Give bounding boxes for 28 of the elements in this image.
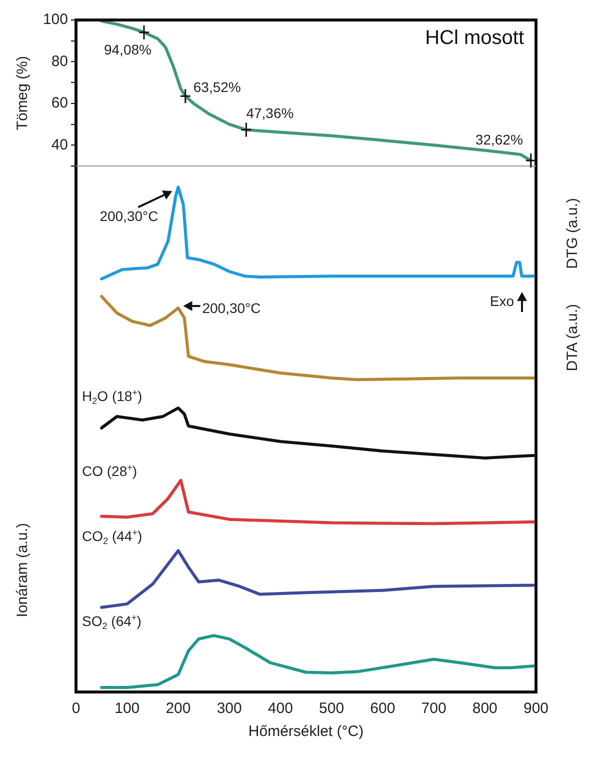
annotation: 200,30°C	[202, 300, 261, 316]
text: CO (28+)	[82, 462, 138, 479]
annotation: 32,62%	[475, 132, 523, 148]
y-axis-title: Tömeg (%)	[14, 56, 30, 130]
y-axis-title: DTG (a.u.)	[564, 198, 580, 268]
y-axis-title: DTA (a.u.)	[564, 304, 580, 372]
x-axis-title: Hőmérséklet (°C)	[248, 723, 364, 740]
annotation: 200,30°C	[100, 208, 158, 224]
x-tick-label: 200	[166, 700, 191, 718]
y-tick-label: 100	[42, 11, 68, 28]
x-tick-label: 600	[370, 700, 396, 718]
annotation: Exo	[490, 293, 514, 309]
x-tick-label: 100	[114, 700, 140, 718]
y-tick-label: 80	[51, 52, 68, 70]
x-tick-label: 900	[523, 700, 549, 718]
y-tick-label: 40	[51, 136, 68, 154]
annotation: 94,08%	[104, 41, 152, 58]
x-tick-label: 800	[472, 700, 498, 718]
x-tick-label: 700	[421, 700, 446, 718]
chart-title: HCl mosott	[425, 27, 524, 49]
annotation: 63,52%	[193, 79, 241, 96]
x-tick-label: 400	[268, 700, 293, 718]
x-tick-label: 0	[72, 700, 80, 718]
x-tick-label: 300	[216, 700, 242, 718]
y-tick-label: 60	[51, 94, 68, 112]
y-axis-title: Ionáram (a.u.)	[14, 523, 30, 618]
annotation: 47,36%	[246, 104, 294, 121]
x-tick-label: 500	[319, 700, 344, 718]
